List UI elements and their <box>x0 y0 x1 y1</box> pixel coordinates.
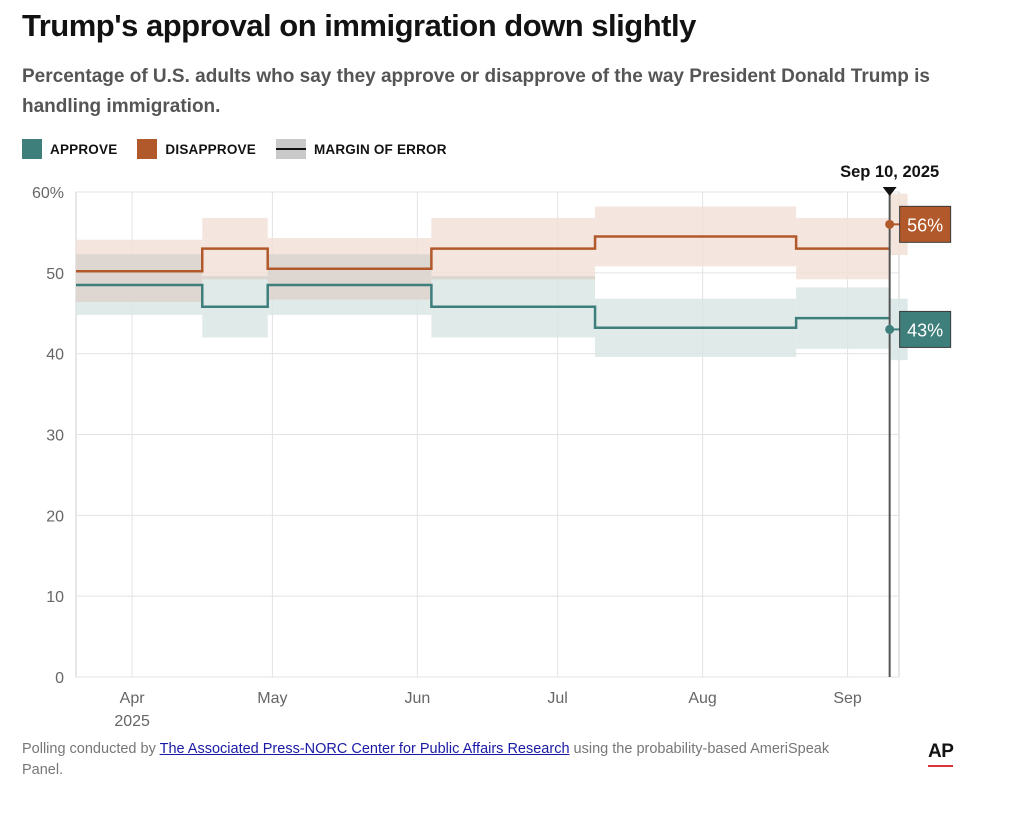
legend-label-approve: APPROVE <box>50 141 118 157</box>
moe-overlap-band <box>267 254 432 300</box>
legend-item-moe[interactable]: MARGIN OF ERROR <box>275 139 447 159</box>
x-tick-label: May <box>257 690 287 707</box>
source-prefix: Polling conducted by <box>22 741 160 757</box>
disapprove-latest-dot <box>885 219 895 229</box>
legend-label-disapprove: DISAPPROVE <box>165 141 256 157</box>
disapprove-value-label: 56% <box>907 215 943 235</box>
moe-overlap-band <box>202 276 268 280</box>
latest-date-marker <box>882 187 897 196</box>
ap-logo[interactable]: AP <box>928 741 954 762</box>
legend-label-moe: MARGIN OF ERROR <box>313 141 447 157</box>
moe-overlap-band <box>76 254 203 302</box>
x-tick-label: Jul <box>547 690 567 707</box>
chart-subtitle: Percentage of U.S. adults who say they a… <box>22 66 930 117</box>
latest-date-label: Sep 10, 2025 <box>840 163 939 181</box>
x-tick-label: Aug <box>688 690 716 707</box>
x-tick-sublabel: 2025 <box>114 713 150 730</box>
x-tick-label: Sep <box>833 690 862 707</box>
y-tick-label: 60% <box>32 185 64 202</box>
approval-chart[interactable]: 0 10 20 30 40 50 60% Apr 2025 May Jun Jul Aug Sep Sep … <box>0 0 1024 735</box>
moe-overlap-band <box>431 276 596 280</box>
disapprove-swatch <box>137 139 158 159</box>
disapprove-line <box>76 235 890 273</box>
approve-value-label: 43% <box>907 320 943 340</box>
legend-item-approve[interactable]: APPROVE <box>22 139 117 159</box>
legend: APPROVE DISAPPROVE MARGIN OF ERROR <box>22 139 467 159</box>
x-tick-label: Jun <box>404 690 430 707</box>
ap-logo-underline <box>928 765 953 767</box>
norc-link[interactable]: The Associated Press-NORC Center for Pub… <box>159 741 570 757</box>
chart-title: Trump's approval on immigration down sli… <box>22 8 696 43</box>
source-note: Polling conducted by The Associated Pres… <box>22 739 842 781</box>
approve-value-box <box>899 310 952 348</box>
x-tick-label: Apr <box>120 690 146 707</box>
source-suffix: using the probability-based AmeriSpeak P… <box>22 741 830 778</box>
y-tick-label: 30 <box>46 428 64 445</box>
y-tick-label: 10 <box>46 589 64 606</box>
y-tick-label: 20 <box>46 508 64 525</box>
y-tick-label: 0 <box>55 670 64 687</box>
y-tick-label: 50 <box>46 266 64 283</box>
moe-swatch <box>275 139 306 159</box>
approve-line <box>76 283 890 330</box>
legend-item-disapprove[interactable]: DISAPPROVE <box>137 139 256 159</box>
disapprove-value-box <box>899 205 952 243</box>
approve-swatch <box>22 139 42 159</box>
y-tick-label: 40 <box>46 347 64 364</box>
approve-latest-dot <box>885 324 895 334</box>
